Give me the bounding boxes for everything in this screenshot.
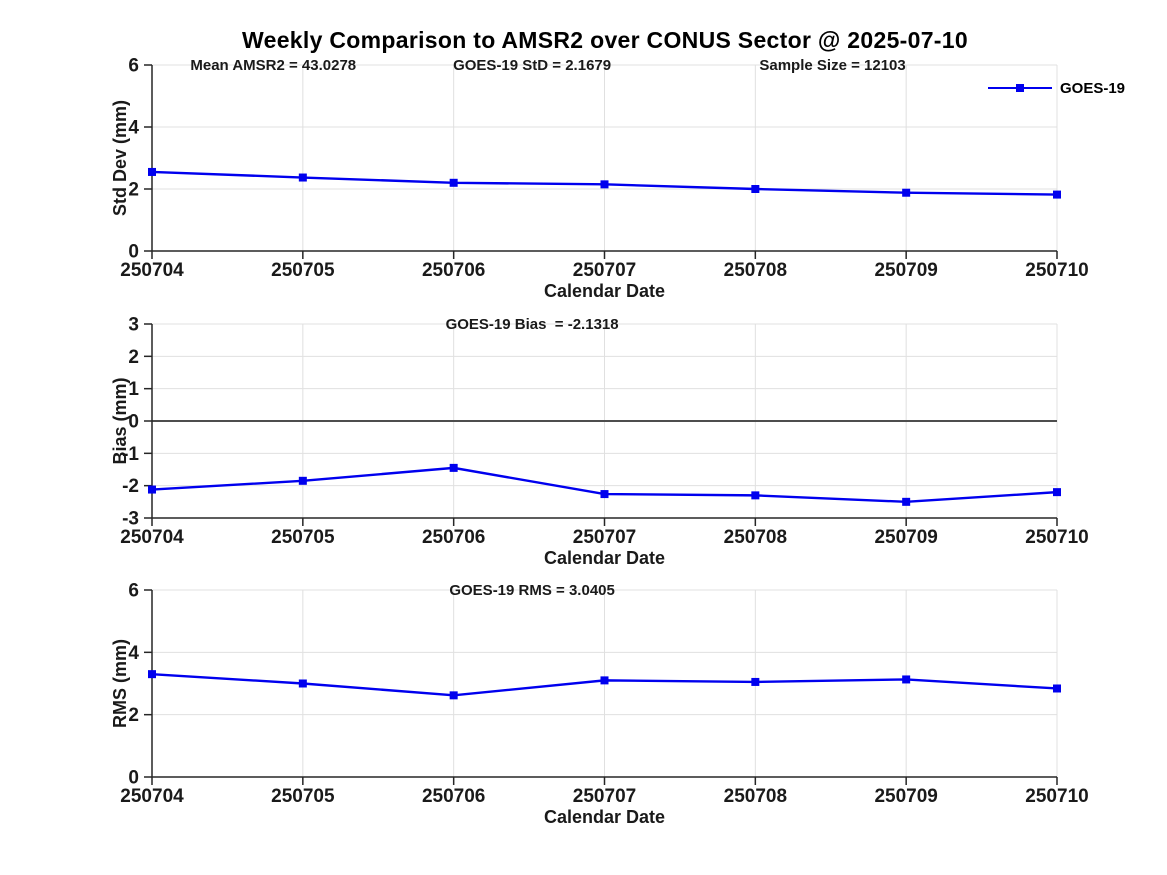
x-tick-label: 250708 [724, 260, 787, 281]
x-tick-label: 250709 [874, 527, 937, 548]
x-tick-label: 250710 [1025, 260, 1088, 281]
chart-annotation: GOES-19 RMS = 3.0405 [449, 582, 615, 599]
y-tick-label: 6 [128, 581, 139, 602]
data-point-marker [751, 491, 760, 500]
x-tick-label: 250705 [271, 260, 335, 281]
legend-label: GOES-19 [1060, 79, 1126, 97]
chart-annotation: GOES-19 Bias = -2.1318 [446, 316, 619, 333]
y-tick-label: -1 [122, 444, 139, 465]
x-tick-label: 250706 [422, 786, 485, 807]
data-point-marker [298, 679, 307, 688]
x-tick-label: 250706 [422, 260, 485, 281]
y-tick-label: 4 [128, 643, 139, 664]
x-tick-label: 250707 [573, 527, 636, 548]
figure-title: Weekly Comparison to AMSR2 over CONUS Se… [242, 27, 968, 53]
y-tick-label: -2 [122, 476, 139, 497]
data-point-marker [148, 670, 156, 679]
x-tick-label: 250710 [1025, 786, 1088, 807]
x-tick-label: 250710 [1025, 527, 1088, 548]
data-point-marker [298, 476, 307, 485]
data-point-marker [902, 675, 911, 684]
y-tick-label: 2 [128, 180, 139, 201]
chart-annotation: GOES-19 StD = 2.1679 [453, 57, 611, 74]
y-tick-label: 0 [128, 242, 139, 263]
data-point-marker [1053, 684, 1061, 693]
x-tick-label: 250708 [724, 527, 787, 548]
y-axis-title: RMS (mm) [110, 639, 130, 728]
y-axis-title: Bias (mm) [110, 377, 130, 464]
data-point-marker [600, 490, 609, 499]
legend-line-sample [988, 83, 1052, 92]
data-point-marker [449, 463, 458, 472]
y-tick-label: 2 [128, 705, 139, 726]
y-tick-label: 2 [128, 347, 139, 368]
x-tick-label: 250707 [573, 260, 636, 281]
data-point-marker [1053, 488, 1061, 497]
y-tick-label: -3 [122, 509, 139, 530]
data-point-marker [600, 676, 609, 685]
y-tick-label: 4 [128, 118, 139, 139]
data-point-marker [298, 173, 307, 182]
x-axis-title: Calendar Date [544, 807, 665, 827]
data-point-marker [449, 178, 458, 187]
x-tick-label: 250709 [874, 786, 937, 807]
x-tick-label: 250704 [120, 786, 184, 807]
data-point-marker [751, 185, 760, 193]
x-tick-label: 250706 [422, 527, 485, 548]
data-point-marker [1053, 190, 1061, 199]
x-tick-label: 250707 [573, 786, 636, 807]
y-tick-label: 3 [128, 315, 139, 336]
data-point-marker [148, 485, 156, 494]
y-axis-title: Std Dev (mm) [110, 100, 130, 216]
chart-annotation: Sample Size = 12103 [759, 57, 905, 74]
x-axis-title: Calendar Date [544, 281, 665, 301]
data-point-marker [902, 497, 911, 506]
y-tick-label: 0 [128, 768, 139, 789]
data-point-marker [148, 167, 156, 176]
chart-annotation: Mean AMSR2 = 43.0278 [190, 57, 356, 74]
x-tick-label: 250708 [724, 786, 787, 807]
data-point-marker [449, 691, 458, 700]
x-tick-label: 250705 [271, 786, 335, 807]
data-point-marker [751, 677, 760, 686]
x-tick-label: 250709 [874, 260, 937, 281]
data-point-marker [902, 188, 911, 197]
x-axis-title: Calendar Date [544, 548, 665, 568]
y-tick-label: 0 [128, 412, 139, 433]
legend: GOES-19 [988, 79, 1125, 97]
y-tick-label: 6 [128, 56, 139, 77]
x-tick-label: 250705 [271, 527, 335, 548]
data-point-marker [600, 180, 609, 189]
x-tick-label: 250704 [120, 260, 184, 281]
x-tick-label: 250704 [120, 527, 184, 548]
y-tick-label: 1 [128, 379, 139, 400]
legend-square-marker-icon [1016, 83, 1024, 92]
